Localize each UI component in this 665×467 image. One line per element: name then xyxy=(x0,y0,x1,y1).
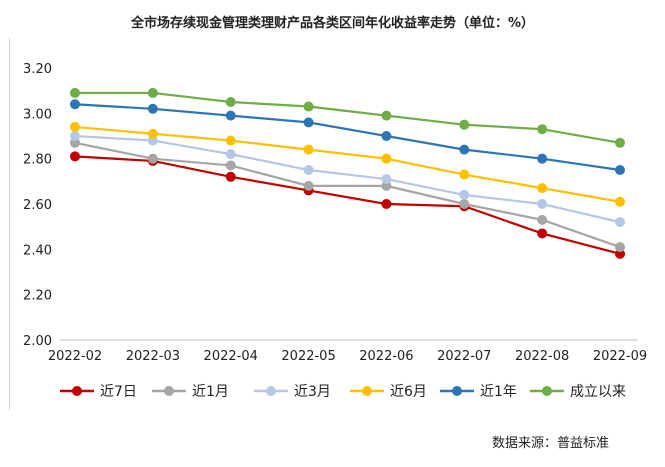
data-point xyxy=(70,121,80,132)
series-line xyxy=(74,155,621,255)
y-tick-label: 2.20 xyxy=(23,289,52,304)
data-point xyxy=(459,119,470,130)
data-point xyxy=(147,128,158,139)
legend-label: 近7日 xyxy=(100,384,137,400)
x-tick-label: 2022-04 xyxy=(204,349,258,364)
series-line xyxy=(75,91,621,144)
data-point xyxy=(225,135,236,146)
legend-swatch-marker xyxy=(542,386,552,396)
data-point xyxy=(381,110,392,121)
data-point xyxy=(381,153,392,164)
data-point xyxy=(537,214,548,225)
data-point xyxy=(147,103,158,114)
x-axis: 2022-02 2022-03 2022-04 2022-05 2022-06 2022-… xyxy=(48,339,647,364)
series-5 xyxy=(70,99,625,175)
legend-item: 近7日 xyxy=(60,384,137,400)
data-point xyxy=(381,131,392,141)
legend-swatch-marker xyxy=(72,386,82,396)
series-line xyxy=(74,134,621,224)
data-point xyxy=(303,144,314,155)
series-4 xyxy=(70,121,625,207)
series-3 xyxy=(70,131,625,228)
legend-label: 近1月 xyxy=(192,384,229,400)
x-tick-label: 2022-03 xyxy=(126,349,180,364)
chart-title: 全市场存续现金管理类理财产品各类区间年化收益率走势（单位：%） xyxy=(130,16,535,31)
data-point xyxy=(381,199,392,209)
data-point xyxy=(303,117,314,128)
data-point xyxy=(70,131,80,141)
series-layer xyxy=(70,87,625,259)
y-tick-label: 3.20 xyxy=(23,62,52,77)
source-note: 数据来源：普益标准 xyxy=(491,436,609,451)
data-point xyxy=(459,199,470,209)
y-axis: 2.00 2.20 2.40 2.60 2.80 3.00 3.20 xyxy=(23,62,52,349)
legend-swatch-marker xyxy=(452,386,462,396)
data-point xyxy=(70,87,80,98)
data-point xyxy=(70,99,80,110)
legend-item: 近6月 xyxy=(350,384,427,400)
data-point xyxy=(225,160,236,171)
data-point xyxy=(537,183,548,194)
data-point xyxy=(147,87,158,98)
y-tick-label: 2.80 xyxy=(23,153,52,168)
data-point xyxy=(225,97,236,107)
series-line xyxy=(74,141,621,249)
legend-item: 近3月 xyxy=(254,384,331,400)
legend-label: 近6月 xyxy=(390,384,427,400)
data-point xyxy=(537,153,548,164)
series-2 xyxy=(70,137,625,253)
data-point xyxy=(225,110,236,121)
legend-swatch-marker xyxy=(164,386,174,396)
data-point xyxy=(225,171,236,182)
legend-item: 近1年 xyxy=(440,384,517,400)
data-point xyxy=(459,144,470,155)
legend: 近7日 近1月 近3月 近6月 近1年 成立以来 xyxy=(60,384,626,400)
legend-swatch-marker xyxy=(362,386,372,396)
data-point xyxy=(225,149,236,160)
y-tick-label: 2.40 xyxy=(23,243,52,258)
left-border-rule xyxy=(9,38,10,410)
legend-label: 近3月 xyxy=(294,384,331,400)
data-point xyxy=(537,199,548,209)
x-tick-label: 2022-05 xyxy=(281,349,335,364)
x-tick-label: 2022-07 xyxy=(437,349,491,364)
data-point xyxy=(303,101,314,112)
series-line xyxy=(74,125,621,203)
data-point xyxy=(303,180,314,191)
x-tick-label: 2022-09 xyxy=(593,349,647,364)
data-point xyxy=(70,151,80,162)
data-point xyxy=(381,174,392,185)
x-tick-label: 2022-06 xyxy=(359,349,413,364)
x-tick-label: 2022-08 xyxy=(515,349,569,364)
data-point xyxy=(615,137,625,148)
legend-label: 近1年 xyxy=(480,384,517,400)
y-tick-label: 2.00 xyxy=(23,334,52,349)
series-6 xyxy=(70,87,625,148)
legend-swatch-marker xyxy=(266,386,276,396)
data-point xyxy=(615,217,625,228)
legend-item: 成立以来 xyxy=(530,384,626,400)
y-tick-label: 2.60 xyxy=(23,198,52,213)
data-point xyxy=(615,196,625,207)
data-point xyxy=(537,124,548,135)
data-point xyxy=(615,165,625,175)
series-line xyxy=(74,103,621,172)
y-tick-label: 3.00 xyxy=(23,107,52,122)
data-point xyxy=(459,169,470,180)
x-tick-label: 2022-02 xyxy=(48,349,102,364)
data-point xyxy=(459,189,470,200)
data-point xyxy=(147,153,158,164)
data-point xyxy=(537,228,548,239)
data-point xyxy=(615,242,625,253)
legend-label: 成立以来 xyxy=(570,384,626,400)
data-point xyxy=(303,165,314,175)
legend-item: 近1月 xyxy=(152,384,229,400)
